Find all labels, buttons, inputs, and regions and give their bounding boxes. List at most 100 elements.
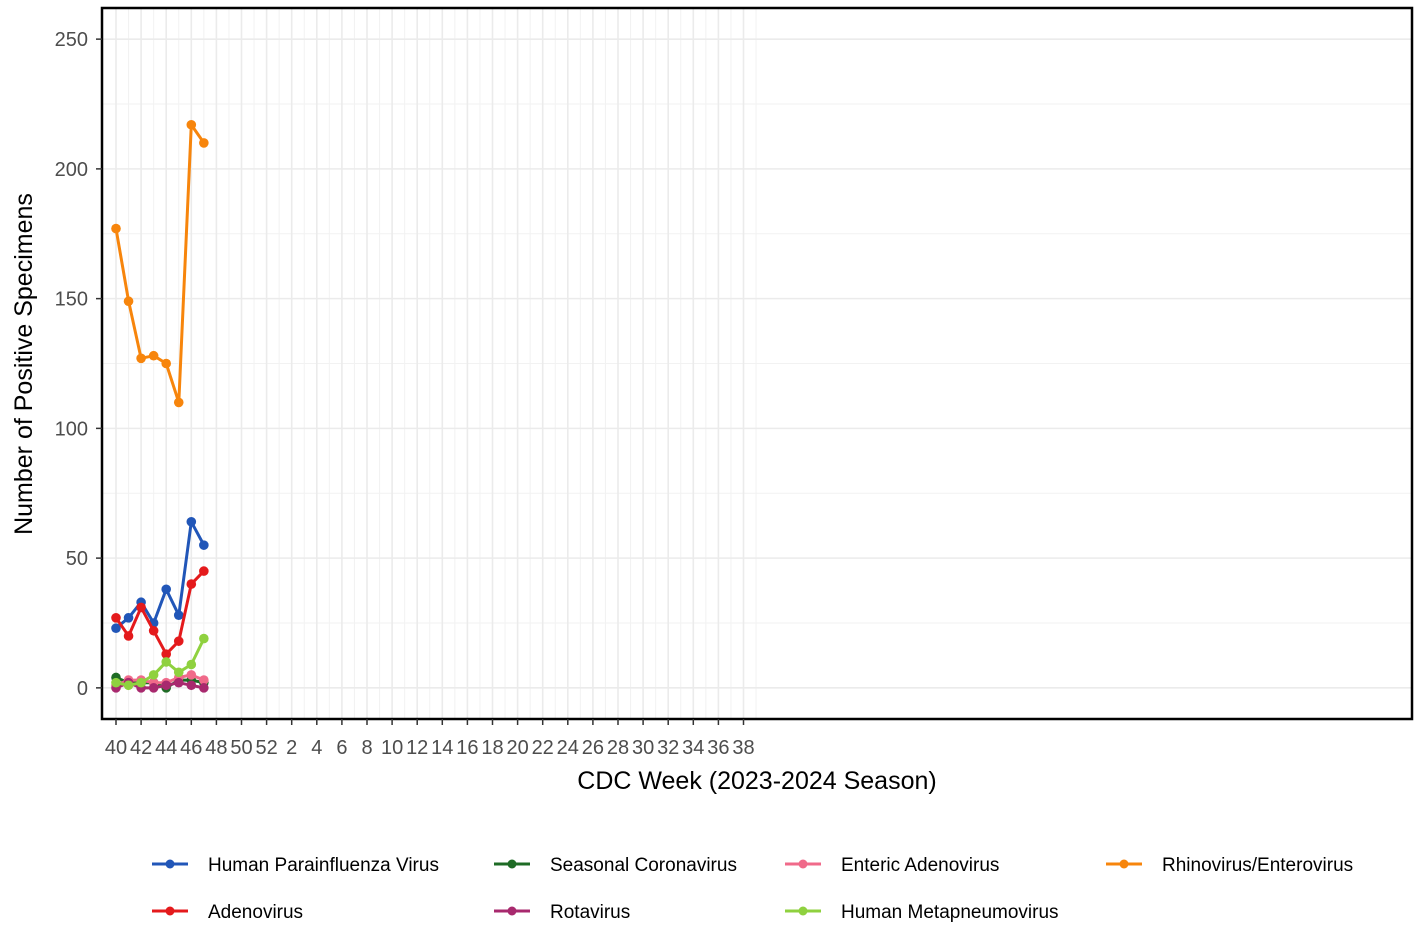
data-point-rotavirus (199, 683, 209, 693)
data-point-rhinovirus-enterovirus (148, 350, 159, 361)
legend-key-point (1119, 859, 1129, 869)
data-point-adenovirus (123, 631, 134, 641)
x-tick-label: 30 (632, 737, 654, 759)
data-point-human-metapneumovirus (148, 670, 159, 680)
data-point-adenovirus (111, 612, 121, 623)
y-axis: 0 50 100 150 200 250 (55, 29, 102, 700)
x-tick-label: 24 (557, 737, 579, 759)
data-point-rhinovirus-enterovirus (186, 119, 197, 130)
x-axis-title: CDC Week (2023-2024 Season) (577, 767, 936, 795)
data-point-adenovirus (186, 579, 197, 589)
data-point-human-metapneumovirus (161, 657, 171, 667)
data-point-enteric-adenovirus (199, 675, 209, 685)
data-point-adenovirus (199, 566, 209, 576)
data-point-adenovirus (136, 602, 146, 613)
data-point-human-metapneumovirus (173, 667, 184, 678)
grid-minor (102, 8, 1412, 719)
legend-label: Seasonal Coronavirus (550, 855, 737, 876)
data-point-adenovirus (161, 649, 171, 659)
data-point-human-parainfluenza-virus (173, 610, 184, 621)
data-point-human-metapneumovirus (186, 659, 197, 670)
data-point-human-parainfluenza-virus (199, 540, 209, 550)
x-tick-label: 2 (286, 737, 297, 759)
legend-label: Enteric Adenovirus (841, 855, 999, 876)
series-rhinovirus-enterovirus (111, 119, 209, 408)
data-point-human-metapneumovirus (136, 677, 146, 688)
legend-key-point (165, 859, 175, 869)
x-tick-label: 48 (205, 737, 227, 759)
y-tick-label: 150 (55, 289, 88, 311)
data-point-rotavirus (161, 680, 171, 691)
data-point-human-parainfluenza-virus (161, 584, 171, 595)
legend-label: Human Parainfluenza Virus (208, 855, 439, 876)
legend-key-point (798, 859, 808, 869)
legend-item-rhinovirus-enterovirus: Rhinovirus/Enterovirus (1106, 855, 1353, 876)
data-point-rotavirus (173, 677, 184, 688)
x-tick-label: 20 (506, 737, 528, 759)
legend-label: Rhinovirus/Enterovirus (1162, 855, 1353, 876)
data-point-adenovirus (173, 636, 184, 646)
series-human-parainfluenza-virus (111, 516, 209, 633)
x-tick-label: 42 (130, 737, 152, 759)
data-point-enteric-adenovirus (186, 670, 197, 680)
series-human-metapneumovirus (111, 633, 209, 691)
x-axis: 40 42 44 46 48 50 52 2 4 6 8 10 12 14 16 18 20 22 24 26 28 30… (105, 719, 755, 759)
legend-label: Human Metapneumovirus (841, 902, 1059, 923)
x-tick-label: 38 (732, 737, 754, 759)
legend-item-adenovirus: Adenovirus (152, 902, 303, 923)
data-point-human-metapneumovirus (111, 677, 121, 688)
x-tick-label: 18 (481, 737, 503, 759)
y-axis-title: Number of Positive Specimens (10, 193, 38, 535)
data-point-human-parainfluenza-virus (123, 612, 134, 623)
legend-key-point (165, 906, 175, 916)
x-tick-label: 32 (657, 737, 679, 759)
y-tick-label: 250 (55, 29, 88, 51)
x-tick-label: 52 (255, 737, 277, 759)
plot-border (100, 6, 1414, 721)
data-point-rhinovirus-enterovirus (136, 353, 146, 364)
series-adenovirus (111, 566, 209, 659)
legend-item-rotavirus: Rotavirus (494, 902, 630, 923)
x-tick-label: 34 (682, 737, 704, 759)
series-line-rhinovirus-enterovirus (114, 123, 206, 404)
legend-item-enteric-adenovirus: Enteric Adenovirus (785, 855, 999, 876)
x-tick-label: 10 (381, 737, 403, 759)
data-point-rotavirus (148, 683, 159, 693)
legend-key-point (507, 906, 517, 916)
legend-item-seasonal-coronavirus: Seasonal Coronavirus (494, 855, 737, 876)
y-tick-label: 200 (55, 159, 88, 181)
data-point-rhinovirus-enterovirus (199, 138, 209, 148)
data-point-human-parainfluenza-virus (186, 516, 197, 527)
grid-major (102, 8, 1412, 719)
x-tick-label: 16 (456, 737, 478, 759)
x-tick-label: 28 (607, 737, 629, 759)
data-point-rhinovirus-enterovirus (111, 223, 121, 234)
x-tick-label: 22 (532, 737, 554, 759)
legend-key-point (507, 859, 517, 869)
x-tick-label: 50 (230, 737, 252, 759)
data-point-rhinovirus-enterovirus (173, 397, 184, 408)
x-tick-label: 6 (336, 737, 347, 759)
x-tick-label: 26 (582, 737, 604, 759)
data-point-rotavirus (186, 680, 197, 691)
x-tick-label: 40 (105, 737, 127, 759)
data-point-human-metapneumovirus (199, 633, 209, 644)
x-tick-label: 8 (361, 737, 372, 759)
x-tick-label: 36 (707, 737, 729, 759)
series-line-adenovirus (114, 570, 205, 656)
data-point-rhinovirus-enterovirus (161, 358, 171, 369)
data-point-rhinovirus-enterovirus (123, 296, 134, 307)
legend-key-point (798, 906, 808, 916)
legend: Human Parainfluenza Virus Seasonal Corona… (152, 855, 1353, 923)
y-tick-label: 100 (55, 418, 88, 440)
x-tick-label: 44 (155, 737, 177, 759)
legend-label: Rotavirus (550, 902, 630, 923)
x-tick-label: 12 (406, 737, 428, 759)
data-point-human-metapneumovirus (123, 680, 134, 691)
y-tick-label: 0 (77, 678, 88, 700)
legend-label: Adenovirus (208, 902, 303, 923)
x-tick-label: 46 (180, 737, 202, 759)
series-layer (111, 119, 209, 693)
legend-item-human-metapneumovirus: Human Metapneumovirus (785, 902, 1059, 923)
